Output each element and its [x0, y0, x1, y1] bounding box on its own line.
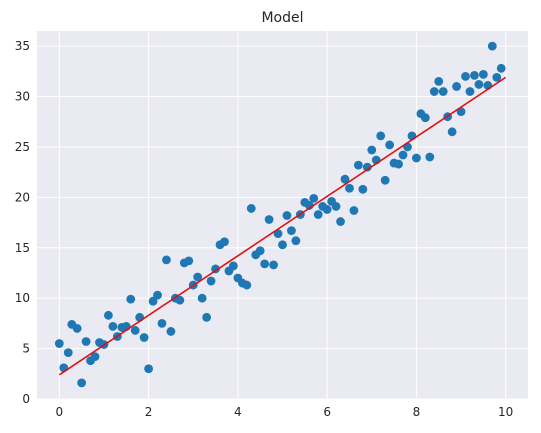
scatter-point: [242, 280, 252, 290]
scatter-point: [336, 217, 345, 226]
scatter-point: [474, 80, 484, 89]
x-tick-label: 2: [145, 405, 153, 419]
scatter-point: [90, 352, 100, 362]
scatter-point: [206, 276, 216, 286]
scatter-point: [438, 87, 448, 96]
scatter-point: [380, 175, 390, 185]
scatter-point: [461, 71, 470, 81]
scatter-point: [309, 193, 319, 203]
scatter-point: [434, 77, 444, 86]
scatter-point: [287, 226, 296, 236]
scatter-point: [403, 142, 412, 152]
scatter-point: [362, 162, 372, 172]
y-tick-label: 35: [15, 39, 30, 53]
scatter-point: [331, 202, 341, 211]
y-tick-label: 10: [15, 291, 30, 305]
scatter-point: [211, 264, 220, 274]
x-tick-label: 8: [413, 405, 421, 419]
scatter-point: [353, 160, 363, 170]
x-tick-label: 10: [498, 405, 513, 419]
scatter-point: [130, 326, 140, 335]
y-tick-label: 5: [22, 342, 30, 356]
scatter-point: [349, 206, 359, 215]
scatter-point: [126, 294, 136, 304]
scatter-point: [313, 210, 323, 219]
scatter-point: [322, 205, 332, 214]
scatter-point: [394, 159, 403, 169]
y-tick-label: 25: [15, 140, 30, 154]
y-axis-tick-labels: 0 5 10 15 20 25 30 35: [15, 39, 30, 406]
scatter-point: [202, 312, 212, 322]
scatter-point: [452, 82, 461, 91]
scatter-point: [496, 63, 506, 73]
scatter-point: [184, 256, 194, 266]
scatter-point: [264, 215, 274, 224]
scatter-point: [367, 145, 377, 155]
scatter-point: [63, 348, 73, 358]
scatter-point: [465, 87, 475, 96]
scatter-point: [77, 378, 87, 388]
chart-title: Model: [261, 10, 303, 26]
scatter-point: [260, 259, 270, 269]
scatter-point: [153, 290, 162, 300]
scatter-point: [104, 310, 113, 320]
x-tick-label: 0: [55, 405, 63, 419]
fit-line: [58, 76, 507, 376]
scatter-point: [175, 295, 185, 305]
scatter-point: [385, 140, 395, 150]
scatter-point: [157, 318, 167, 328]
y-tick-label: 30: [15, 90, 30, 104]
scatter-point: [412, 153, 421, 163]
scatter-point: [429, 87, 439, 96]
scatter-point: [193, 272, 203, 282]
scatter-point: [54, 339, 64, 348]
scatter-point: [291, 236, 301, 246]
scatter-point: [81, 337, 91, 346]
y-tick-label: 20: [15, 190, 30, 204]
y-tick-label: 0: [22, 392, 30, 406]
scatter-point: [376, 131, 386, 141]
scatter-point: [166, 327, 176, 336]
scatter-point: [255, 246, 265, 256]
scatter-point: [108, 322, 118, 331]
scatter-point: [492, 72, 502, 82]
scatter-point: [358, 184, 368, 194]
scatter-point: [229, 261, 238, 271]
scatter-point: [487, 41, 497, 51]
scatter-point: [345, 183, 354, 193]
scatter-point: [72, 324, 82, 333]
scatter-point: [420, 113, 430, 123]
y-tick-label: 15: [15, 241, 30, 255]
scatter-point: [144, 364, 153, 374]
scatter-point: [340, 174, 350, 184]
scatter-point: [478, 69, 488, 79]
scatter-point: [425, 152, 435, 162]
scatter-point: [59, 363, 69, 373]
scatter-point: [470, 70, 479, 80]
scatter-point: [278, 240, 287, 250]
scatter-point: [148, 296, 158, 306]
scatter-point: [447, 127, 457, 137]
x-tick-label: 6: [323, 405, 331, 419]
scatter-point: [398, 150, 408, 160]
scatter-point: [269, 260, 278, 270]
scatter-point: [139, 333, 149, 342]
x-axis-tick-labels: 0 2 4 6 8 10: [55, 405, 513, 419]
scatter-point: [220, 237, 229, 247]
scatter-point: [197, 293, 207, 303]
scatter-point: [282, 211, 292, 220]
scatter-points: [54, 41, 506, 388]
scatter-point: [162, 255, 171, 265]
x-tick-label: 4: [234, 405, 242, 419]
scatter-point: [246, 204, 256, 213]
